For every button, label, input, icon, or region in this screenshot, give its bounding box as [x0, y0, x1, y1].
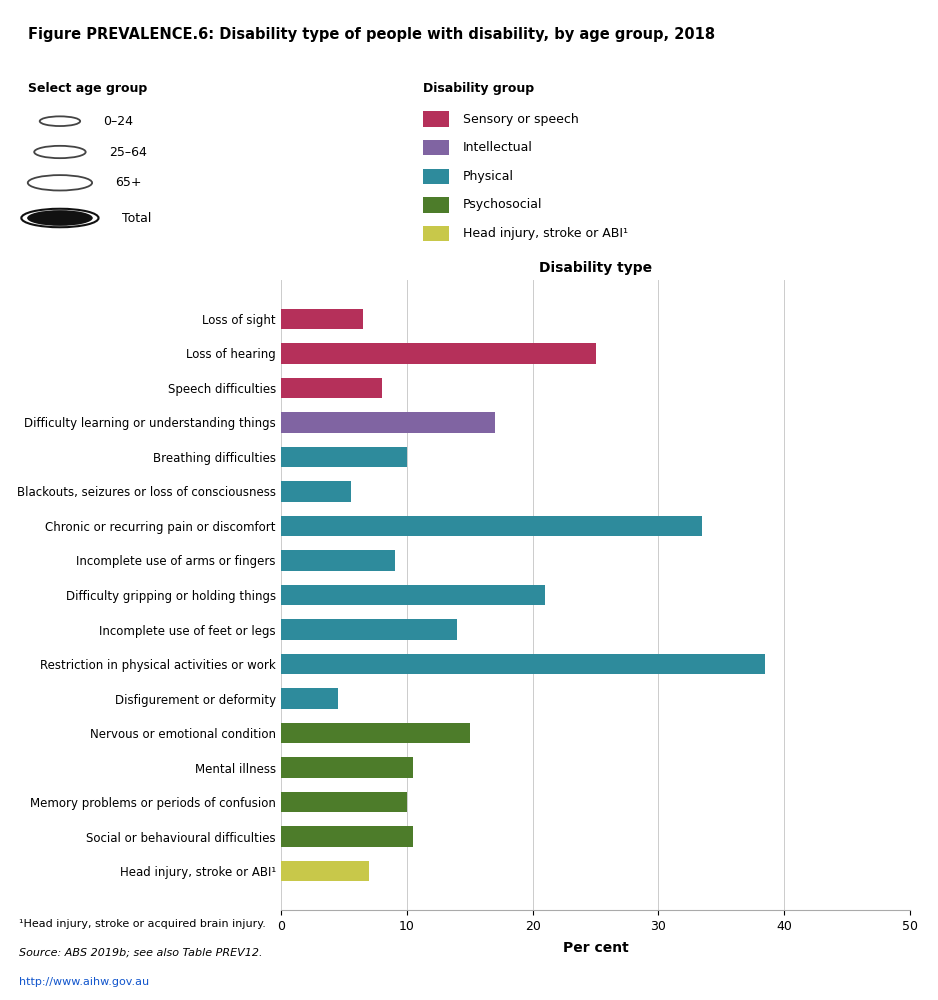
X-axis label: Per cent: Per cent [563, 941, 628, 955]
Text: Sensory or speech: Sensory or speech [462, 112, 579, 125]
Text: ¹Head injury, stroke or acquired brain injury.: ¹Head injury, stroke or acquired brain i… [19, 919, 265, 929]
Bar [281, 861, 370, 881]
Bar [281, 343, 596, 364]
FancyBboxPatch shape [423, 140, 448, 155]
Circle shape [27, 210, 93, 226]
Text: Select age group: Select age group [28, 82, 147, 95]
Text: Source: ABS 2019b; see also Table PREV12.: Source: ABS 2019b; see also Table PREV12… [19, 948, 263, 958]
Bar [281, 550, 395, 571]
Bar [281, 516, 703, 536]
Bar [281, 757, 414, 778]
Bar [281, 412, 495, 433]
Bar [281, 619, 458, 640]
Text: 0–24: 0–24 [103, 115, 133, 128]
Bar [281, 585, 545, 605]
Bar [281, 309, 363, 329]
FancyBboxPatch shape [423, 226, 448, 241]
Bar [281, 481, 351, 502]
Text: With disability: With disability [269, 251, 416, 269]
Bar [281, 378, 382, 398]
FancyBboxPatch shape [423, 197, 448, 213]
Text: 25–64: 25–64 [109, 145, 146, 158]
Text: Disability group: Disability group [423, 82, 534, 95]
Title: Disability type: Disability type [539, 261, 652, 275]
Text: http://www.aihw.gov.au: http://www.aihw.gov.au [19, 977, 149, 987]
Bar [281, 688, 338, 709]
Text: Intellectual: Intellectual [462, 141, 533, 154]
Text: Physical: Physical [462, 170, 514, 183]
Text: Total: Total [122, 212, 151, 225]
Text: Head injury, stroke or ABI¹: Head injury, stroke or ABI¹ [462, 227, 628, 240]
FancyBboxPatch shape [423, 111, 448, 127]
Text: Figure PREVALENCE.6: Disability type of people with disability, by age group, 20: Figure PREVALENCE.6: Disability type of … [28, 27, 715, 42]
Bar [281, 723, 470, 743]
Bar [281, 826, 414, 847]
Bar [281, 654, 765, 674]
Text: 65+: 65+ [115, 176, 142, 189]
FancyBboxPatch shape [423, 168, 448, 184]
Text: Psychosocial: Psychosocial [462, 198, 542, 211]
Bar [281, 447, 407, 467]
Bar [281, 792, 407, 812]
